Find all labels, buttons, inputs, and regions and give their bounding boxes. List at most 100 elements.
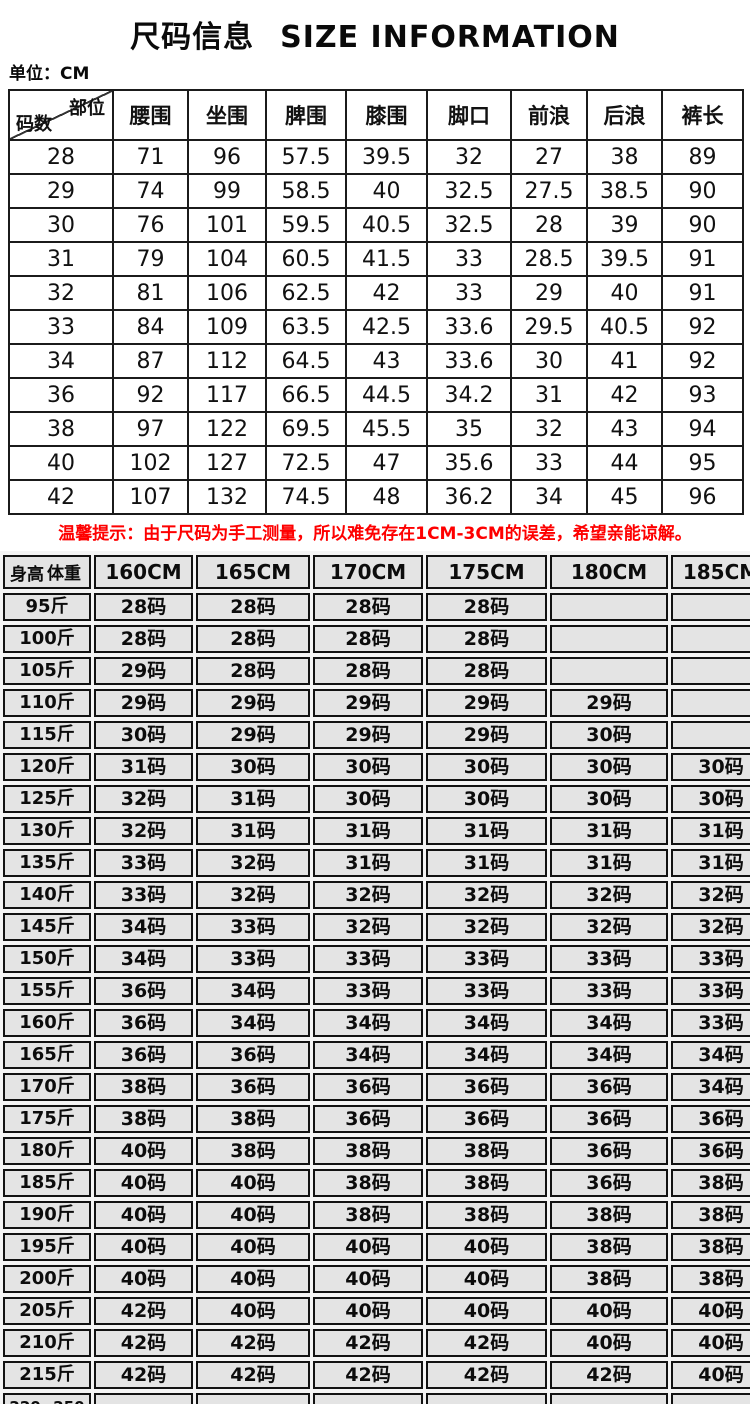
size-spec-value-cell: 32	[426, 139, 512, 175]
fit-value-cell	[671, 593, 750, 621]
fit-row: 210斤 42码 42码 42码 42码 40码 40码	[3, 1329, 750, 1357]
fit-value-cell: 32码	[550, 913, 668, 941]
fit-value-cell: 31码	[550, 817, 668, 845]
fit-value-cell: 40码	[196, 1297, 310, 1325]
size-spec-value-cell: 58.5	[265, 173, 347, 209]
fit-value-cell: 36码	[550, 1137, 668, 1165]
fit-value-cell: 30码	[550, 721, 668, 749]
fit-value-cell: 42码	[313, 1393, 423, 1404]
size-spec-row-header: 42	[8, 479, 114, 515]
fit-value-cell: 32码	[550, 881, 668, 909]
fit-value-cell: 28码	[426, 657, 547, 685]
size-spec-value-cell: 36.2	[426, 479, 512, 515]
fit-value-cell: 33码	[671, 1009, 750, 1037]
size-spec-value-cell: 107	[112, 479, 189, 515]
size-spec-row: 42 107 132 74.5 48 36.2 34 45 96	[8, 479, 744, 515]
fit-value-cell: 28码	[94, 625, 193, 653]
fit-row-header: 100斤	[3, 625, 91, 653]
fit-value-cell: 30码	[426, 753, 547, 781]
fit-value-cell: 30码	[313, 753, 423, 781]
size-spec-value-cell: 40	[345, 173, 428, 209]
fit-value-cell: 28码	[426, 625, 547, 653]
fit-value-cell: 33码	[671, 945, 750, 973]
corner-label-height: 身高	[10, 565, 44, 585]
fit-value-cell: 31码	[550, 849, 668, 877]
fit-row-header: 220~250斤	[3, 1393, 91, 1404]
size-spec-row: 38 97 122 69.5 45.5 35 32 43 94	[8, 411, 744, 447]
size-spec-value-cell: 40.5	[345, 207, 428, 243]
fit-value-cell: 30码	[550, 753, 668, 781]
height-weight-fit-table: 体重 身高 160CM165CM170CM175CM180CM185CM 95斤…	[0, 551, 750, 1404]
size-spec-value-cell: 109	[187, 309, 267, 345]
fit-value-cell	[671, 689, 750, 717]
fit-row: 115斤 30码 29码 29码 29码 30码	[3, 721, 750, 749]
size-spec-row: 28 71 96 57.5 39.5 32 27 38 89	[8, 139, 744, 175]
size-spec-column-header: 裤长	[661, 89, 744, 141]
fit-value-cell: 38码	[671, 1169, 750, 1197]
fit-value-cell: 28码	[313, 625, 423, 653]
fit-value-cell: 40码	[426, 1297, 547, 1325]
fit-row-header: 125斤	[3, 785, 91, 813]
fit-value-cell: 38码	[196, 1105, 310, 1133]
fit-value-cell: 32码	[671, 913, 750, 941]
fit-value-cell: 36码	[94, 977, 193, 1005]
fit-value-cell: 42码	[313, 1329, 423, 1357]
fit-value-cell	[550, 657, 668, 685]
size-spec-value-cell: 47	[345, 445, 428, 481]
size-spec-value-cell: 76	[112, 207, 189, 243]
size-spec-value-cell: 92	[661, 309, 744, 345]
fit-row-header: 130斤	[3, 817, 91, 845]
size-spec-value-cell: 97	[112, 411, 189, 447]
size-spec-value-cell: 35.6	[426, 445, 512, 481]
fit-value-cell	[550, 593, 668, 621]
fit-value-cell: 40码	[550, 1297, 668, 1325]
fit-value-cell: 31码	[671, 849, 750, 877]
fit-value-cell: 38码	[94, 1105, 193, 1133]
fit-value-cell: 40码	[196, 1265, 310, 1293]
size-spec-value-cell: 28.5	[510, 241, 588, 277]
fit-row-header: 215斤	[3, 1361, 91, 1389]
fit-row-header: 135斤	[3, 849, 91, 877]
size-spec-value-cell: 91	[661, 241, 744, 277]
fit-value-cell: 42码	[94, 1297, 193, 1325]
size-spec-value-cell: 71	[112, 139, 189, 175]
fit-row-header: 190斤	[3, 1201, 91, 1229]
size-spec-value-cell: 41.5	[345, 241, 428, 277]
fit-column-header: 165CM	[196, 555, 310, 589]
fit-value-cell: 42码	[426, 1393, 547, 1404]
fit-value-cell: 33码	[426, 977, 547, 1005]
fit-row-header: 175斤	[3, 1105, 91, 1133]
fit-value-cell: 40码	[196, 1233, 310, 1261]
fit-row: 180斤 40码 38码 38码 38码 36码 36码	[3, 1137, 750, 1165]
fit-value-cell: 38码	[550, 1265, 668, 1293]
size-spec-value-cell: 43	[586, 411, 663, 447]
fit-value-cell: 30码	[550, 785, 668, 813]
size-spec-value-cell: 127	[187, 445, 267, 481]
fit-value-cell: 31码	[196, 817, 310, 845]
fit-row-header: 115斤	[3, 721, 91, 749]
fit-value-cell: 33码	[94, 881, 193, 909]
fit-row-header: 95斤	[3, 593, 91, 621]
fit-value-cell: 34码	[94, 913, 193, 941]
fit-value-cell: 33码	[313, 945, 423, 973]
fit-value-cell: 30码	[196, 753, 310, 781]
size-spec-value-cell: 43	[345, 343, 428, 379]
fit-row-header: 195斤	[3, 1233, 91, 1261]
size-spec-value-cell: 33	[426, 241, 512, 277]
fit-value-cell: 32码	[671, 881, 750, 909]
fit-value-cell: 40码	[426, 1265, 547, 1293]
fit-row: 145斤 34码 33码 32码 32码 32码 32码	[3, 913, 750, 941]
fit-row: 130斤 32码 31码 31码 31码 31码 31码	[3, 817, 750, 845]
fit-row: 175斤 38码 38码 36码 36码 36码 36码	[3, 1105, 750, 1133]
fit-value-cell: 38码	[94, 1073, 193, 1101]
fit-value-cell: 33码	[313, 977, 423, 1005]
fit-value-cell: 29码	[196, 689, 310, 717]
size-spec-value-cell: 39	[586, 207, 663, 243]
corner-label-weight: 体重	[47, 564, 81, 584]
fit-row-header: 140斤	[3, 881, 91, 909]
size-spec-column-header: 坐围	[187, 89, 267, 141]
fit-row: 170斤 38码 36码 36码 36码 36码 34码	[3, 1073, 750, 1101]
fit-row: 205斤 42码 40码 40码 40码 40码 40码	[3, 1297, 750, 1325]
fit-value-cell: 40码	[671, 1329, 750, 1357]
